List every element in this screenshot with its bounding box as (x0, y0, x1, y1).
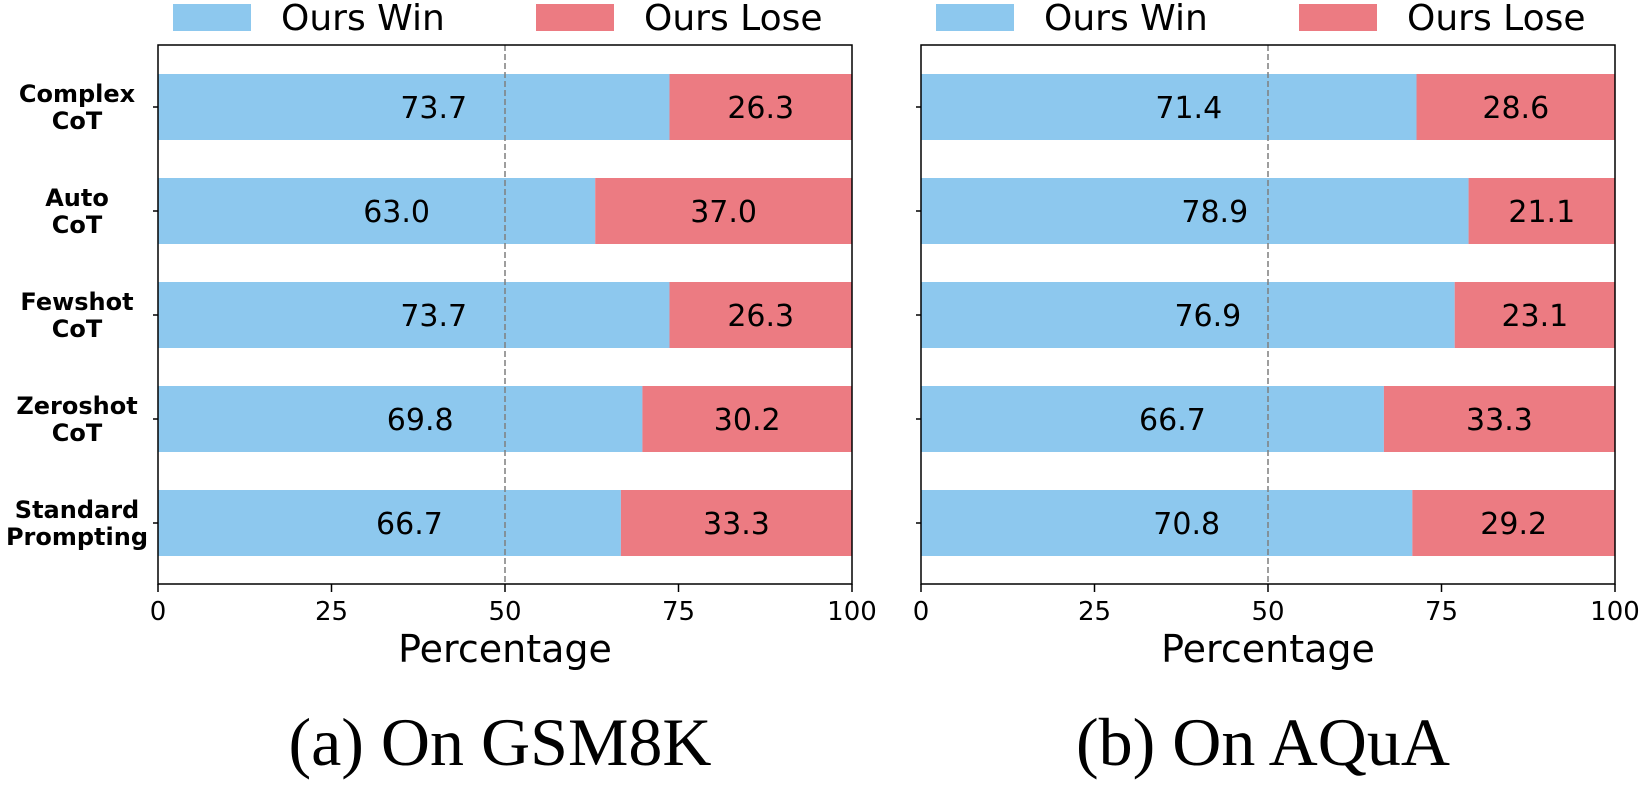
legend-label-win: Ours Win (281, 0, 445, 39)
category-label-line: Zeroshot (16, 392, 137, 420)
category-label-line: Fewshot (20, 288, 133, 316)
data-label-win: 66.7 (1139, 403, 1206, 438)
x-tick-label: 50 (488, 597, 521, 627)
bar-win (158, 386, 643, 452)
data-label-win: 63.0 (363, 195, 430, 230)
bar-lose (1383, 386, 1615, 452)
bar-lose (1416, 74, 1615, 140)
bar-win (158, 178, 596, 244)
data-label-win: 66.7 (376, 507, 443, 542)
chart-panel-2: Ours Win Ours Lose 71.4 28.6 78.9 21.1 76.9 23.… (913, 0, 1640, 780)
panel-caption: (b) On AQuA (1076, 704, 1450, 780)
data-label-lose: 30.2 (714, 403, 781, 438)
bar-win (921, 178, 1469, 244)
category-label-line: Prompting (6, 523, 148, 551)
x-tick-label: 100 (827, 597, 877, 627)
bar-lose (642, 386, 852, 452)
category-label-line: CoT (52, 107, 103, 135)
bar-lose (620, 490, 852, 556)
data-label-win: 69.8 (387, 403, 454, 438)
chart-panel-1: Ours Win Ours Lose 73.7 26.3 63.0 37.0 73.7 26.… (6, 0, 877, 780)
legend-label-win: Ours Win (1044, 0, 1208, 39)
category-label: Complex CoT (19, 80, 136, 135)
bar-lose (669, 282, 852, 348)
bar-win (921, 490, 1413, 556)
data-label-win: 76.9 (1174, 299, 1241, 334)
legend-swatch-lose (536, 4, 614, 31)
bar-win (921, 386, 1384, 452)
data-label-win: 70.8 (1153, 507, 1220, 542)
legend-swatch-win (173, 4, 251, 31)
bar-lose (1454, 282, 1615, 348)
category-label: Auto CoT (45, 184, 109, 239)
data-label-win: 78.9 (1181, 195, 1248, 230)
data-label-win: 71.4 (1155, 91, 1222, 126)
data-label-lose: 21.1 (1508, 195, 1575, 230)
legend: Ours Win Ours Lose (936, 0, 1586, 39)
x-tick-label: 25 (315, 597, 348, 627)
legend: Ours Win Ours Lose (173, 0, 823, 39)
x-tick-label: 0 (913, 597, 930, 627)
bar-win (158, 490, 621, 556)
x-tick-label: 75 (662, 597, 695, 627)
category-label-line: CoT (52, 211, 103, 239)
category-label: Fewshot CoT (20, 288, 133, 343)
category-label-line: CoT (52, 315, 103, 343)
data-label-lose: 37.0 (690, 195, 757, 230)
bar-lose (1468, 178, 1615, 244)
data-label-lose: 26.3 (727, 299, 794, 334)
x-axis-label: Percentage (1161, 627, 1375, 671)
bar-lose (669, 74, 852, 140)
bar-win (921, 74, 1417, 140)
data-label-win: 73.7 (400, 91, 467, 126)
data-label-win: 73.7 (400, 299, 467, 334)
category-label: Zeroshot CoT (16, 392, 137, 447)
data-label-lose: 26.3 (727, 91, 794, 126)
data-label-lose: 23.1 (1501, 299, 1568, 334)
bar-win (158, 282, 670, 348)
legend-swatch-win (936, 4, 1014, 31)
x-tick-label: 75 (1425, 597, 1458, 627)
legend-swatch-lose (1299, 4, 1377, 31)
bar-win (158, 74, 670, 140)
data-label-lose: 28.6 (1482, 91, 1549, 126)
x-tick-label: 100 (1590, 597, 1640, 627)
x-tick-label: 50 (1251, 597, 1284, 627)
category-label-line: Auto (45, 184, 109, 212)
x-tick-label: 0 (150, 597, 167, 627)
x-tick-label: 25 (1078, 597, 1111, 627)
category-label-line: Complex (19, 80, 136, 108)
category-label: Standard Prompting (6, 496, 148, 551)
data-label-lose: 33.3 (703, 507, 770, 542)
bar-lose (595, 178, 852, 244)
bar-lose (1412, 490, 1615, 556)
data-label-lose: 33.3 (1466, 403, 1533, 438)
legend-label-lose: Ours Lose (644, 0, 823, 39)
x-axis-label: Percentage (398, 627, 612, 671)
panel-caption: (a) On GSM8K (288, 704, 711, 780)
category-label-line: Standard (15, 496, 139, 524)
data-label-lose: 29.2 (1480, 507, 1547, 542)
legend-label-lose: Ours Lose (1407, 0, 1586, 39)
category-label-line: CoT (52, 419, 103, 447)
bar-win (921, 282, 1455, 348)
